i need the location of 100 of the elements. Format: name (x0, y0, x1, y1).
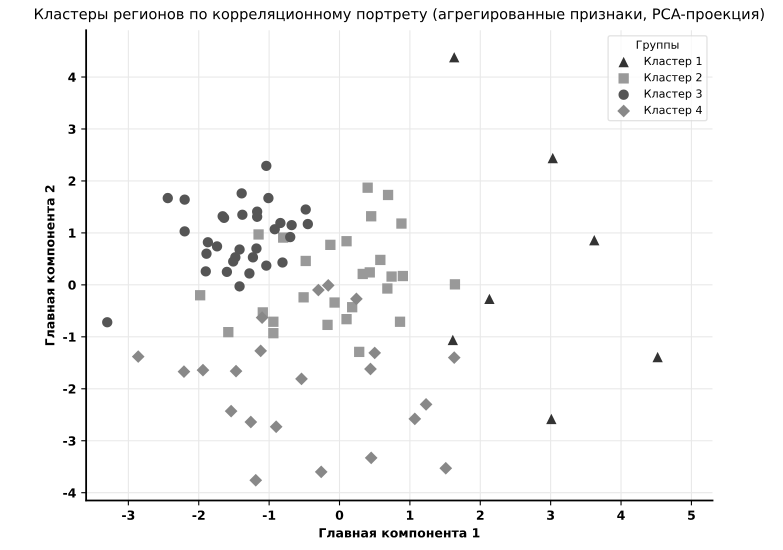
point (102, 317, 112, 328)
point (354, 346, 364, 358)
point (254, 344, 268, 358)
point (364, 267, 375, 278)
y-axis-title: Главная компонента 2 (45, 186, 55, 346)
point (350, 292, 363, 306)
y-tick-label: -4 (63, 488, 76, 498)
point (268, 316, 278, 327)
point (341, 236, 352, 246)
point (180, 194, 190, 205)
point (382, 190, 394, 200)
y-tick-label: -3 (63, 436, 76, 446)
point (448, 334, 458, 346)
point (448, 351, 461, 364)
point (484, 294, 495, 304)
point (450, 279, 460, 290)
point (398, 270, 408, 282)
point (234, 244, 245, 255)
point (178, 365, 190, 378)
y-tick-label: -1 (63, 332, 76, 342)
y-tick-label: 2 (68, 176, 76, 186)
point (132, 350, 145, 363)
point (314, 466, 328, 478)
point (212, 241, 222, 252)
point (375, 254, 386, 266)
point (270, 224, 280, 234)
point (312, 284, 325, 296)
x-tick-label: 0 (336, 510, 344, 520)
point (275, 218, 286, 228)
point (386, 271, 397, 282)
x-tick-label: 2 (476, 510, 484, 520)
point (548, 152, 558, 164)
point (248, 252, 258, 262)
point (368, 346, 382, 360)
point (589, 235, 600, 246)
y-tick-label: -2 (63, 384, 76, 394)
point (261, 160, 272, 172)
point (652, 352, 663, 362)
point (200, 266, 211, 276)
point (286, 220, 297, 230)
x-tick-label: 1 (406, 510, 414, 520)
point (268, 328, 278, 338)
x-tick-label: -2 (192, 510, 205, 520)
point (341, 314, 352, 324)
point (162, 192, 173, 204)
point (180, 226, 190, 236)
point (277, 257, 288, 268)
point (222, 266, 232, 278)
point (546, 414, 557, 424)
y-tick-label: 3 (68, 124, 76, 134)
point (364, 362, 377, 376)
point (408, 412, 422, 426)
legend-label: Кластер 3 (644, 89, 702, 100)
point (394, 316, 406, 327)
legend-label: Кластер 2 (644, 73, 702, 84)
point (366, 211, 376, 222)
point (251, 243, 262, 254)
point (300, 256, 311, 266)
point (249, 474, 262, 487)
point (298, 292, 309, 302)
x-axis-title: Главная компонента 1 (320, 528, 480, 538)
point (237, 210, 248, 220)
point (439, 462, 452, 475)
point (230, 364, 242, 378)
x-tick-label: -3 (122, 510, 134, 520)
chart-title: Кластеры регионов по корреляционному портрету (агрегированные признаки, PCA-проекция) (34, 8, 764, 22)
y-tick-label: 1 (69, 228, 76, 238)
point (420, 398, 432, 411)
point (253, 229, 264, 240)
point (322, 320, 333, 330)
legend-label: Кластер 4 (644, 106, 702, 116)
y-tick-label: 4 (68, 72, 76, 82)
point (202, 237, 214, 248)
point (364, 452, 378, 464)
x-tick-label: 5 (688, 510, 695, 520)
point (234, 281, 245, 292)
point (362, 182, 373, 193)
point (285, 232, 296, 242)
point (201, 248, 212, 259)
y-tick-label: 0 (68, 280, 76, 290)
point (244, 416, 258, 428)
point (382, 283, 393, 294)
legend-title: Группы (636, 40, 678, 52)
point (223, 326, 234, 338)
point (224, 404, 238, 418)
x-tick-label: -1 (262, 510, 276, 520)
point (244, 268, 255, 279)
point (236, 188, 247, 199)
point (300, 204, 311, 215)
point (228, 256, 238, 267)
x-tick-label: 3 (547, 510, 554, 520)
point (449, 52, 460, 62)
point (302, 218, 313, 230)
point (322, 279, 335, 292)
point (256, 311, 268, 324)
legend-label: Кластер 1 (644, 56, 702, 68)
point (325, 240, 336, 250)
point (396, 218, 407, 229)
point (195, 290, 206, 300)
point (295, 372, 308, 386)
